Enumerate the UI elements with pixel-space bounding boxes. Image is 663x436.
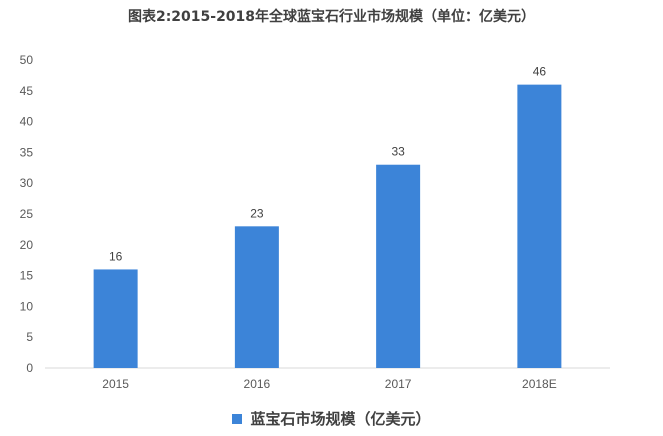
y-tick-label: 5	[26, 330, 33, 344]
x-tick-label-2016: 2016	[244, 377, 271, 391]
data-label-2017: 33	[391, 145, 405, 159]
y-tick-label: 20	[20, 238, 34, 252]
data-labels: 16 23 33 46	[109, 65, 546, 264]
bar-2017	[376, 164, 421, 368]
y-axis-ticks: 0 5 10 15 20 25 30 35 40 45 50	[20, 53, 34, 375]
bar-2018E	[517, 84, 562, 368]
chart-title: 图表2:2015-2018年全球蓝宝石行业市场规模（单位：亿美元）	[127, 9, 536, 25]
y-tick-label: 45	[20, 84, 34, 98]
legend-swatch	[232, 413, 243, 424]
x-axis-ticks: 2015 2016 2017 2018E	[102, 377, 556, 391]
y-tick-label: 40	[20, 115, 34, 129]
y-tick-label: 10	[20, 299, 34, 313]
y-tick-label: 50	[20, 53, 34, 67]
y-tick-label: 0	[26, 361, 33, 375]
x-tick-label-2015: 2015	[102, 377, 129, 391]
data-label-2015: 16	[109, 249, 123, 263]
y-tick-label: 25	[20, 207, 34, 221]
x-tick-label-2017: 2017	[385, 377, 412, 391]
y-tick-label: 15	[20, 269, 34, 283]
legend-label: 蓝宝石市场规模（亿美元）	[250, 410, 431, 428]
bars	[93, 84, 562, 368]
data-label-2016: 23	[250, 206, 264, 220]
legend: 蓝宝石市场规模（亿美元）	[0, 408, 663, 429]
data-label-2018E: 46	[533, 65, 547, 79]
bar-2015	[93, 269, 138, 368]
bar-2016	[234, 226, 279, 368]
y-tick-label: 30	[20, 176, 34, 190]
x-tick-label-2018E: 2018E	[522, 377, 557, 391]
y-tick-label: 35	[20, 145, 34, 159]
